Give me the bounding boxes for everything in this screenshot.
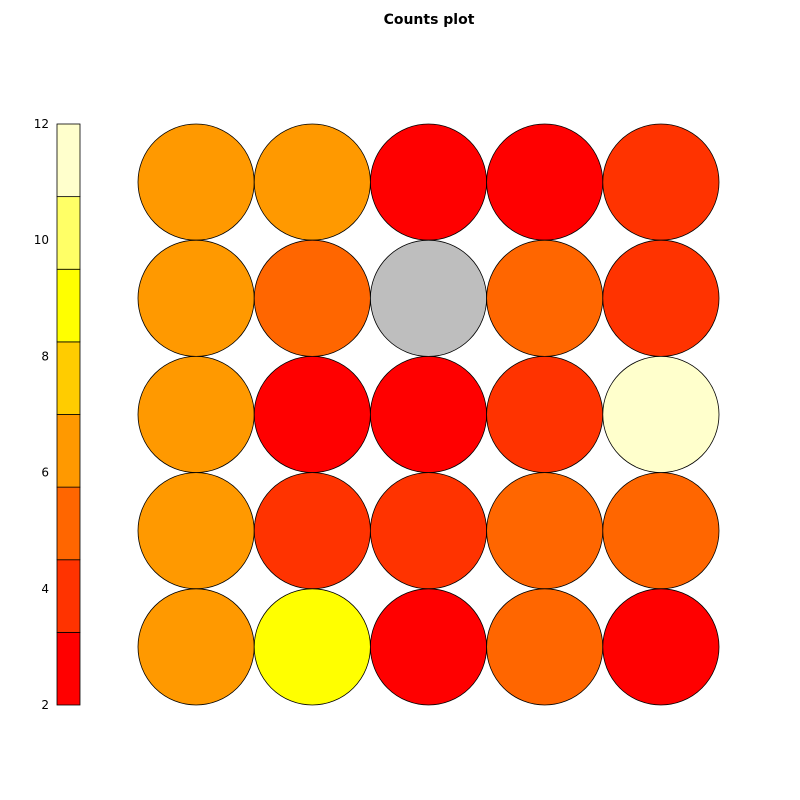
cell-circle-r4-c4 — [486, 472, 604, 590]
colorbar-bin-1 — [56, 631, 81, 706]
cell-circle-r3-c3 — [369, 355, 487, 473]
cell-circle-r2-c3 — [369, 239, 487, 357]
cell-circle-r1-c4 — [486, 123, 604, 241]
colorbar-tick-label: 12 — [34, 117, 49, 131]
cell-circle-r5-c2 — [253, 588, 371, 706]
cell-circle-r3-c5 — [602, 355, 720, 473]
cell-circle-r1-c1 — [137, 123, 255, 241]
cell-circle-r1-c3 — [369, 123, 487, 241]
cell-circle-r4-c3 — [369, 472, 487, 590]
cell-circle-r4-c1 — [137, 472, 255, 590]
cell-circle-r1-c5 — [602, 123, 720, 241]
cell-circle-r5-c5 — [602, 588, 720, 706]
cell-circle-r2-c4 — [486, 239, 604, 357]
cell-circle-r5-c1 — [137, 588, 255, 706]
colorbar-bin-6 — [56, 268, 81, 343]
colorbar-bin-3 — [56, 486, 81, 561]
cell-circle-r4-c2 — [253, 472, 371, 590]
colorbar-tick-label: 4 — [41, 582, 49, 596]
colorbar-bin-4 — [56, 414, 81, 488]
colorbar-tick-label: 2 — [41, 698, 49, 712]
colorbar-tick-label: 10 — [34, 233, 49, 247]
colorbar-ticks: 2 4 6 8 10 12 — [34, 117, 49, 712]
cell-circle-r5-c4 — [486, 588, 604, 706]
colorbar-tick-label: 6 — [41, 466, 49, 480]
colorbar-tick-label: 8 — [41, 349, 49, 363]
cell-grid — [137, 123, 720, 706]
cell-circle-r2-c1 — [137, 239, 255, 357]
cell-circle-r1-c2 — [253, 123, 371, 241]
colorbar — [56, 123, 81, 706]
cell-circle-r3-c2 — [253, 355, 371, 473]
cell-circle-r2-c5 — [602, 239, 720, 357]
cell-circle-r5-c3 — [369, 588, 487, 706]
cell-circle-r4-c5 — [602, 472, 720, 590]
colorbar-bin-8 — [56, 123, 81, 198]
colorbar-bin-7 — [56, 196, 81, 270]
cell-circle-r3-c1 — [137, 355, 255, 473]
colorbar-bin-2 — [56, 559, 81, 633]
colorbar-bin-5 — [56, 341, 81, 415]
chart-title: Counts plot — [384, 12, 475, 28]
cell-circle-r2-c2 — [253, 239, 371, 357]
cell-circle-r3-c4 — [486, 355, 604, 473]
